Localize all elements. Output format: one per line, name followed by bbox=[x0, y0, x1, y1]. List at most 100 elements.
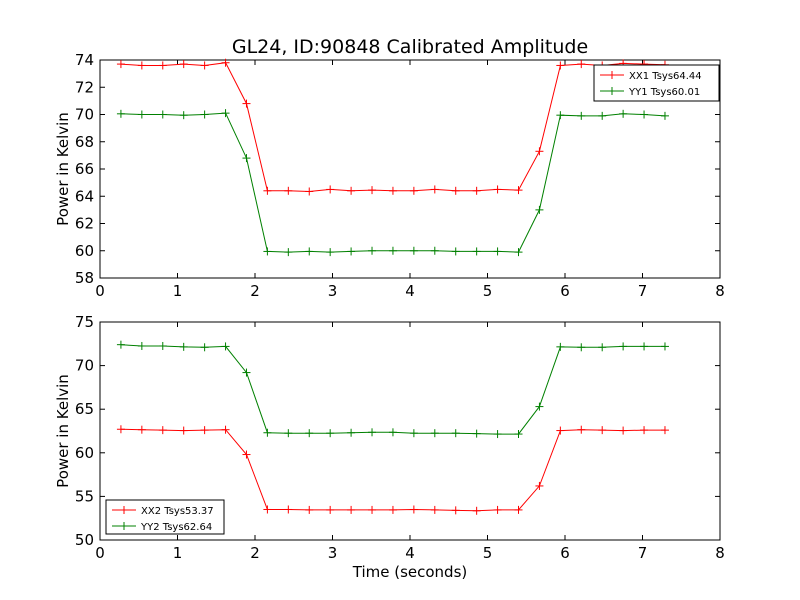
legend-label: YY1 Tsys60.01 bbox=[628, 87, 700, 98]
data-point bbox=[472, 247, 481, 256]
data-point bbox=[305, 247, 314, 256]
data-point bbox=[179, 342, 188, 351]
data-point bbox=[347, 247, 356, 256]
y-tick-label: 64 bbox=[75, 187, 94, 205]
data-point bbox=[200, 110, 209, 119]
data-point bbox=[116, 109, 125, 118]
data-point bbox=[577, 111, 586, 120]
data-point bbox=[409, 429, 418, 438]
data-point bbox=[221, 342, 230, 351]
y-tick-label: 66 bbox=[75, 160, 94, 178]
data-point bbox=[556, 61, 565, 70]
data-point bbox=[640, 110, 649, 119]
data-point bbox=[221, 58, 230, 67]
data-point bbox=[535, 147, 544, 156]
data-point bbox=[242, 154, 251, 163]
x-tick-label: 1 bbox=[173, 282, 183, 300]
data-point bbox=[430, 429, 439, 438]
data-point bbox=[493, 185, 502, 194]
legend-entry: XX2 Tsys53.37 bbox=[112, 506, 214, 517]
data-point bbox=[263, 505, 272, 514]
data-point bbox=[660, 426, 669, 435]
y-tick-label: 74 bbox=[75, 51, 94, 69]
data-point bbox=[598, 426, 607, 435]
data-point bbox=[514, 248, 523, 257]
data-point bbox=[388, 428, 397, 437]
x-tick-label: 0 bbox=[95, 544, 105, 562]
data-point bbox=[430, 246, 439, 255]
x-tick-label: 2 bbox=[250, 282, 260, 300]
data-point bbox=[514, 186, 523, 195]
data-point bbox=[640, 426, 649, 435]
x-tick-label: 1 bbox=[173, 544, 183, 562]
data-point bbox=[284, 429, 293, 438]
data-point bbox=[116, 425, 125, 434]
data-point bbox=[514, 430, 523, 439]
data-point bbox=[347, 505, 356, 514]
data-point bbox=[158, 110, 167, 119]
x-tick-label: 8 bbox=[715, 544, 725, 562]
x-tick-label: 2 bbox=[250, 544, 260, 562]
x-tick-label: 3 bbox=[328, 282, 338, 300]
x-tick-label: 6 bbox=[560, 544, 570, 562]
y-axis-label: Power in Kelvin bbox=[54, 112, 72, 226]
legend: XX1 Tsys64.44 YY1 Tsys60.01 bbox=[593, 64, 720, 102]
data-point bbox=[242, 99, 251, 108]
legend-box bbox=[593, 64, 720, 102]
y-tick-label: 55 bbox=[75, 487, 94, 505]
data-point bbox=[221, 109, 230, 118]
data-point bbox=[368, 246, 377, 255]
x-tick-label: 8 bbox=[715, 282, 725, 300]
x-tick-label: 4 bbox=[405, 544, 415, 562]
data-point bbox=[158, 341, 167, 350]
data-point bbox=[451, 506, 460, 515]
legend-box bbox=[105, 499, 225, 535]
data-point bbox=[577, 425, 586, 434]
data-point bbox=[200, 61, 209, 70]
data-point bbox=[326, 429, 335, 438]
legend-entry: XX1 Tsys64.44 bbox=[600, 71, 702, 82]
data-point bbox=[305, 505, 314, 514]
series-0 bbox=[116, 425, 669, 515]
y-tick-label: 70 bbox=[75, 106, 94, 124]
data-point bbox=[388, 246, 397, 255]
data-point bbox=[284, 248, 293, 257]
data-point bbox=[535, 402, 544, 411]
data-point bbox=[556, 111, 565, 120]
series-0 bbox=[116, 58, 669, 196]
x-tick-label: 0 bbox=[95, 282, 105, 300]
x-tick-label: 6 bbox=[560, 282, 570, 300]
data-point bbox=[409, 186, 418, 195]
data-point bbox=[116, 340, 125, 349]
data-point bbox=[451, 186, 460, 195]
y-tick-label: 65 bbox=[75, 400, 94, 418]
data-point bbox=[179, 426, 188, 435]
data-point bbox=[577, 60, 586, 69]
data-point bbox=[619, 109, 628, 118]
data-point bbox=[137, 341, 146, 350]
data-point bbox=[263, 428, 272, 437]
data-point bbox=[451, 247, 460, 256]
data-point bbox=[493, 247, 502, 256]
series-1 bbox=[116, 109, 669, 257]
data-point bbox=[326, 185, 335, 194]
data-point bbox=[430, 505, 439, 514]
data-point bbox=[388, 505, 397, 514]
data-point bbox=[493, 430, 502, 439]
x-tick-label: 5 bbox=[483, 282, 493, 300]
data-point bbox=[660, 111, 669, 120]
data-point bbox=[535, 205, 544, 214]
x-tick-label: 7 bbox=[638, 282, 648, 300]
data-point bbox=[263, 247, 272, 256]
legend-label: XX2 Tsys53.37 bbox=[141, 506, 214, 517]
data-point bbox=[472, 186, 481, 195]
data-point bbox=[158, 61, 167, 70]
y-tick-label: 75 bbox=[75, 313, 94, 331]
data-point bbox=[619, 342, 628, 351]
data-point bbox=[368, 428, 377, 437]
data-point bbox=[221, 425, 230, 434]
x-tick-label: 3 bbox=[328, 544, 338, 562]
data-point bbox=[200, 426, 209, 435]
y-tick-label: 60 bbox=[75, 242, 94, 260]
